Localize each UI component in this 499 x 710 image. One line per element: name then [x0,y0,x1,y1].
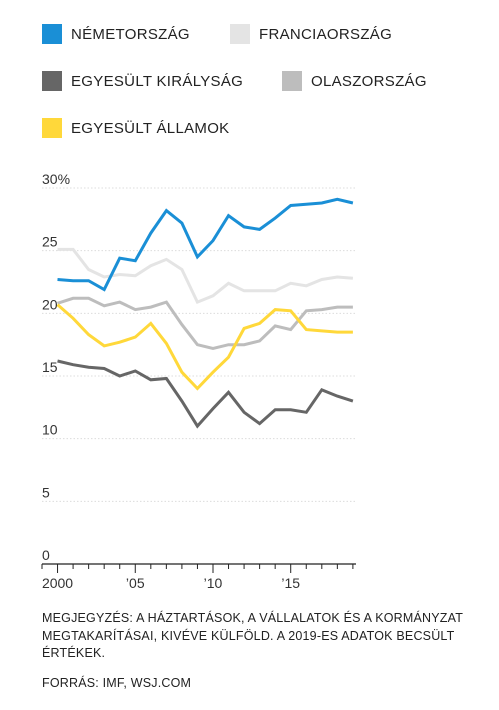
legend-item-germany: NÉMETORSZÁG [42,24,190,44]
chart-source: FORRÁS: IMF, WSJ.COM [42,676,192,690]
legend-swatch-italy [282,71,302,91]
legend-swatch-uk [42,71,62,91]
y-tick-label: 25 [42,234,58,250]
legend-label-us: EGYESÜLT ÁLLAMOK [71,119,230,137]
legend-label-uk: EGYESÜLT KIRÁLYSÁG [71,72,244,90]
x-tick-label: ’05 [126,575,145,590]
legend-item-france: FRANCIAORSZÁG [230,24,392,44]
legend-label-italy: OLASZORSZÁG [311,72,427,90]
chart-legend: NÉMETORSZÁG FRANCIAORSZÁG EGYESÜLT KIRÁL… [0,0,499,150]
y-tick-label: 30% [42,171,70,187]
legend-swatch-germany [42,24,62,44]
legend-swatch-france [230,24,250,44]
series-line-1 [57,296,353,350]
x-tick-label: 2000 [42,575,73,590]
series-line-4 [57,197,354,292]
x-tick-label: ’10 [204,575,223,590]
y-tick-label: 20 [42,296,58,312]
tick-labels: 30% 25 20 15 10 5 0 2000 ’05 ’10 ’15 [42,171,300,590]
legend-label-france: FRANCIAORSZÁG [259,25,393,43]
y-tick-label: 0 [42,547,50,563]
series-lines [56,197,354,429]
axes [41,563,356,573]
legend-label-germany: NÉMETORSZÁG [71,25,190,43]
y-tick-label: 5 [42,484,50,500]
legend-item-us: EGYESÜLT ÁLLAMOK [42,118,229,138]
chart-note: MEGJEGYZÉS: A HÁZTARTÁSOK, A VÁLLALATOK … [42,611,463,660]
y-tick-label: 15 [42,359,58,375]
series-line-0 [57,247,354,305]
y-tick-label: 10 [42,422,58,438]
legend-swatch-us [42,118,62,138]
legend-item-italy: OLASZORSZÁG [282,71,427,91]
legend-item-uk: EGYESÜLT KIRÁLYSÁG [42,71,243,91]
line-chart: 30% 25 20 15 10 5 0 2000 ’05 ’10 ’15 [41,171,356,590]
series-line-3 [56,303,353,391]
x-tick-label: ’15 [281,575,300,590]
series-line-2 [57,359,354,429]
